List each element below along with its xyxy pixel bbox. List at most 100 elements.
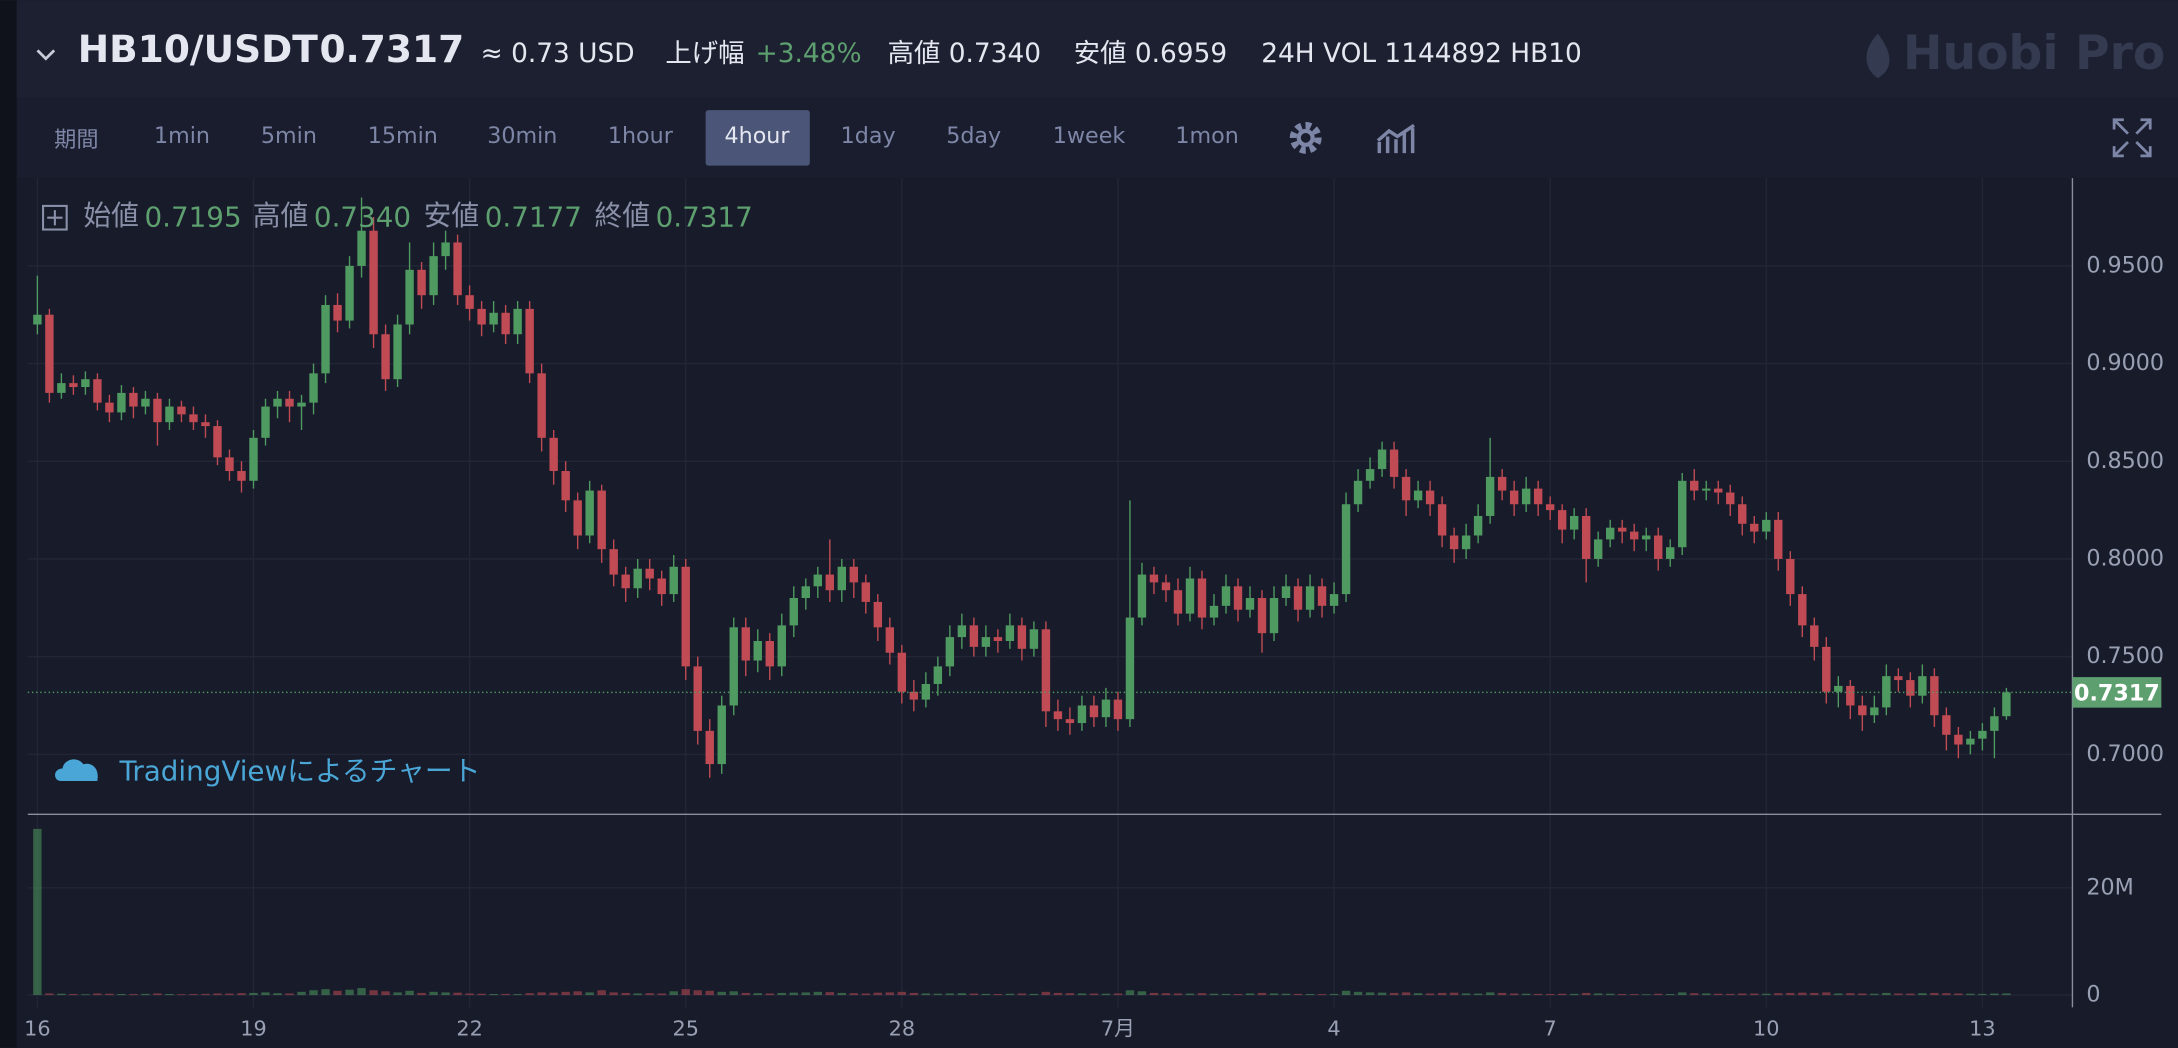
volume-bar [933,993,943,996]
interval-button[interactable]: 15min [368,123,438,149]
candles [33,197,2011,778]
candle-body [1954,734,1963,745]
interval-button[interactable]: 4hour [725,123,791,149]
candle-body [333,304,342,321]
candle-body [297,402,306,407]
interval-button[interactable]: 1mon [1175,123,1238,149]
fullscreen-icon[interactable] [2112,118,2152,158]
volume-bar [1317,994,1327,996]
candle-body [225,457,234,472]
volume-bar [957,993,967,996]
legend-toggle[interactable] [42,204,68,231]
interval-button[interactable]: 1hour [608,123,674,149]
volume-bar [1593,993,1603,996]
interval-button[interactable]: 1day [841,123,896,149]
volume-bar [1197,993,1207,996]
candle-body [1221,586,1231,606]
volume-bar [1005,993,1015,996]
volume-bar [1942,993,1951,996]
low: 安値 0.6959 [1074,39,1227,69]
candle-body [801,586,810,599]
volume-bar [1846,993,1855,996]
volume-bar [201,993,210,996]
candle-body [309,373,318,403]
volume-bar [1786,992,1795,996]
volume-bar [1089,993,1099,996]
volume-bar [297,991,306,996]
volume-bar [1858,993,1867,996]
interval-button[interactable]: 5day [946,123,1001,149]
candle-body [1557,510,1567,530]
volume-bar [441,992,450,996]
candle-body [261,406,270,438]
interval-button[interactable]: 1min [154,123,210,149]
candle-body [1281,586,1291,599]
candle-body [1702,488,1711,491]
legend-value: 0.7177 [485,200,582,233]
last-price-tag [2072,677,2162,708]
volume-bar [1978,993,1987,996]
volume-bar [1437,992,1447,996]
interval-button[interactable]: 1week [1053,123,1126,149]
candle-body [1485,476,1495,516]
pair: HB10/USDT [78,27,318,71]
volume-bar [1738,993,1747,996]
candle-body [1149,574,1159,583]
volume-bar [105,993,114,996]
volume-bar [525,993,534,996]
candle-body [1353,480,1363,505]
candle-body [1978,730,1987,739]
volume-bar [1461,993,1471,996]
interval-button[interactable]: 5min [261,123,317,149]
volume-bar [513,994,522,996]
dropdown-chevron[interactable] [36,49,56,61]
volume-bar [537,992,546,996]
candle-body [993,637,1003,641]
candle-body [837,566,847,591]
volume-bar [837,992,847,996]
candle-body [1966,738,1975,745]
candle-body [501,312,510,335]
candle-body [1774,519,1783,559]
toolbar [0,97,2178,179]
volume-bar [1125,990,1135,996]
volume-bar [849,993,859,996]
candle-body [1581,515,1591,559]
volume-bar [1209,993,1219,996]
volume-bar [273,993,282,996]
candle-body [1678,480,1687,548]
volume-bar [1377,992,1387,996]
candle-body [597,490,606,550]
candle-body [1630,531,1639,540]
x-tick-label: 16 [24,1017,51,1041]
volume-bar [165,993,174,996]
volume-bar [285,993,294,996]
legend-label: 終値 [595,199,651,232]
candle-body [537,373,546,438]
candle-body [273,398,282,407]
indicators-icon[interactable] [1376,123,1415,154]
candle-body [573,500,582,536]
candle-body [1053,711,1063,720]
volume-bar [1077,993,1087,996]
candle-body [1942,715,1951,735]
settings-icon[interactable] [1289,121,1322,154]
candle-body [1341,504,1351,595]
candle-body [381,334,390,380]
volume-bar [117,993,126,996]
volume-bar [1642,994,1651,996]
candle-body [1137,574,1147,618]
volume-bar [1365,992,1375,996]
usd-price: ≈ 0.73 USD [481,39,635,69]
volume-bar [1065,993,1075,996]
y-tick-label: 0.8500 [2086,448,2164,474]
candle-body [453,242,462,296]
candle-body [945,637,955,667]
volume-bar [213,993,222,996]
volume-bar [1509,993,1519,996]
candle-body [141,398,150,407]
interval-button[interactable]: 30min [487,123,557,149]
period-label: 期間 [54,127,98,153]
candle-body [669,566,678,595]
volume-bar [1798,992,1807,996]
